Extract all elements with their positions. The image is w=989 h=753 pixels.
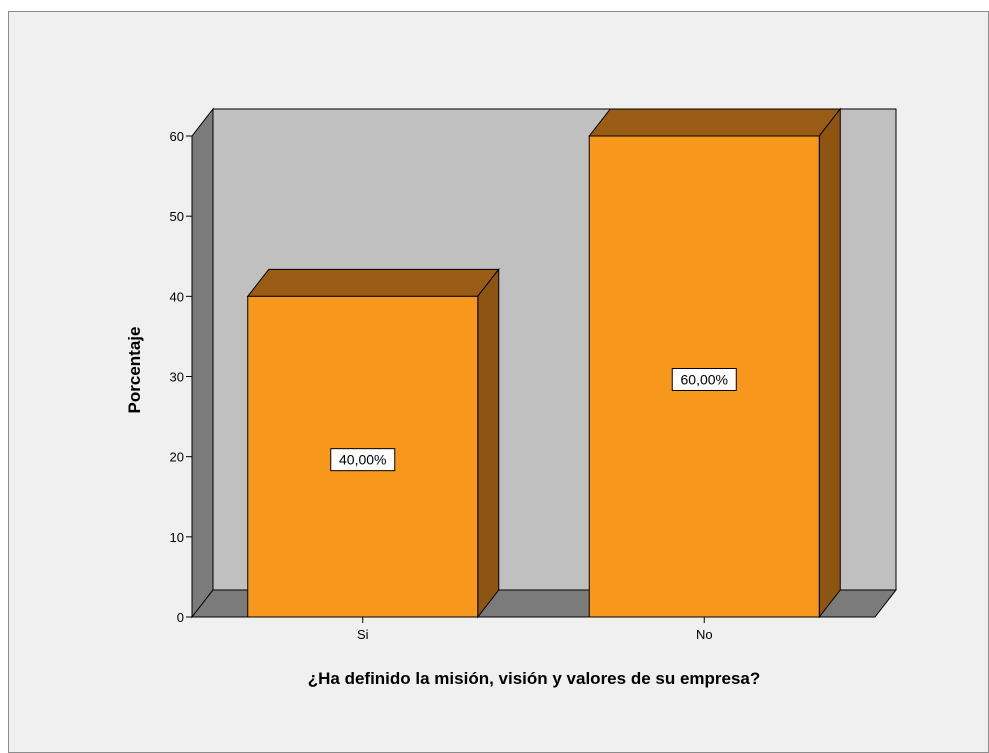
y-tick-label: 10 <box>170 530 184 545</box>
bar-top <box>246 268 500 297</box>
y-tick-label: 0 <box>177 610 184 625</box>
y-axis-title: Porcentaje <box>125 327 144 414</box>
y-tick-label: 60 <box>170 129 184 144</box>
bar-top <box>588 108 842 137</box>
y-axis: 0 10 20 30 40 50 60 <box>170 129 705 625</box>
data-label-box <box>330 448 396 472</box>
y-tick-label: 50 <box>170 209 184 224</box>
x-tick-label: No <box>696 627 713 642</box>
y-tick-label: 20 <box>170 450 184 465</box>
data-label-box <box>671 368 737 391</box>
bar-side <box>818 107 841 619</box>
labels: 40,00% Si 60,00% No <box>330 368 737 642</box>
y-tick-label: 30 <box>170 370 184 385</box>
y-tick-label: 40 <box>170 289 184 304</box>
bar <box>246 267 500 619</box>
side-wall <box>191 107 214 619</box>
data-label: 60,00% <box>681 372 728 388</box>
bar-side <box>477 267 500 619</box>
x-axis-title: ¿Ha definido la misión, visión y valores… <box>308 669 761 688</box>
bar <box>588 107 842 619</box>
data-label: 40,00% <box>339 452 386 468</box>
x-tick-label: Si <box>357 627 369 642</box>
